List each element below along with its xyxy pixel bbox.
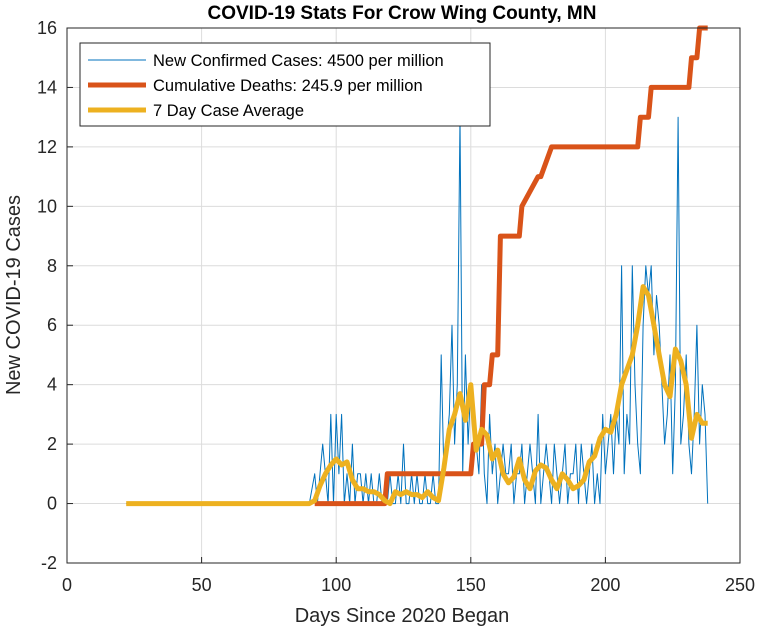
series-line-2	[314, 25, 708, 507]
y-tick-label: 16	[37, 18, 57, 38]
legend-entry-3: 7 Day Case Average	[153, 102, 304, 120]
y-tick-label: 8	[47, 256, 57, 276]
x-tick-label: 100	[321, 575, 351, 595]
y-axis-label: New COVID-19 Cases	[3, 195, 25, 395]
y-tick-label: 2	[47, 434, 57, 454]
y-tick-label: 10	[37, 196, 57, 216]
x-tick-label: 0	[62, 575, 72, 595]
legend: New Confirmed Cases: 4500 per million Cum…	[79, 42, 491, 127]
y-tick-label: 4	[47, 375, 57, 395]
x-tick-label: 150	[456, 575, 486, 595]
y-tick-label: 6	[47, 315, 57, 335]
x-tick-label: 250	[725, 575, 755, 595]
x-tick-label: 50	[192, 575, 212, 595]
series-line-3	[126, 284, 708, 507]
y-tick-label: 0	[47, 494, 57, 514]
y-tick-label: -2	[41, 553, 57, 573]
legend-box	[79, 42, 491, 127]
y-tick-label: 12	[37, 137, 57, 157]
legend-entry-2: Cumulative Deaths: 245.9 per million	[153, 77, 423, 95]
series-line-1	[126, 116, 709, 505]
series-layer	[126, 25, 709, 507]
chart-title: COVID-19 Stats For Crow Wing County, MN	[208, 3, 597, 24]
plot-area	[66, 27, 741, 564]
y-tick-label: 14	[37, 77, 57, 97]
legend-entry-1: New Confirmed Cases: 4500 per million	[153, 52, 444, 70]
x-tick-label: 200	[590, 575, 620, 595]
x-axis-label: Days Since 2020 Began	[295, 605, 510, 627]
